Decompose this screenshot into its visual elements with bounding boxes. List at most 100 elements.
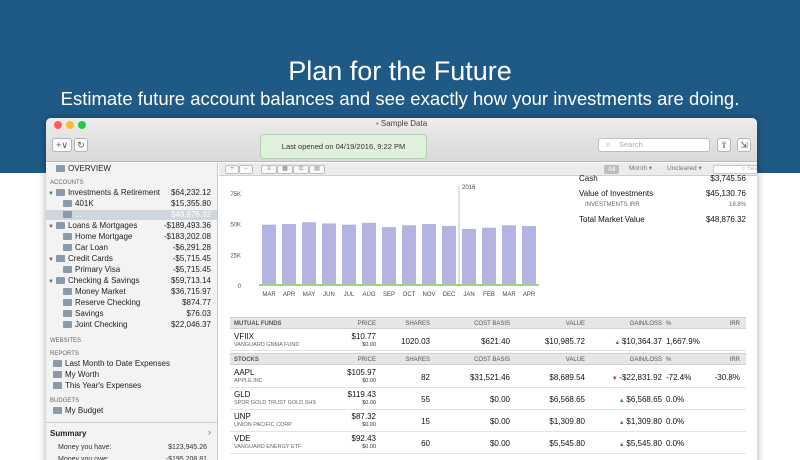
price-change-cell: $0.00 <box>362 400 376 406</box>
period-dropdown[interactable]: Month ▾ <box>629 164 652 172</box>
search-field[interactable]: ⌕ Search <box>598 138 710 152</box>
price-cell: $105.97 <box>347 368 376 377</box>
loss-down-icon: ▼ <box>611 376 620 382</box>
sidebar-item-report[interactable]: My Worth <box>53 370 99 381</box>
x-tick-label: FEB <box>483 292 495 298</box>
split-view-icon[interactable]: ▦ <box>277 165 293 174</box>
sidebar-item-home-mortgage[interactable]: Home Mortgage <box>63 232 132 243</box>
search-placeholder: Search <box>619 140 643 149</box>
price-change-cell: $0.00 <box>362 444 376 450</box>
minimize-window-button[interactable] <box>66 121 74 129</box>
sidebar-item-report[interactable]: Last Month to Date Expenses <box>53 359 170 370</box>
row-divider <box>230 409 746 410</box>
sidebar-item-report[interactable]: This Year's Expenses <box>53 381 141 392</box>
account-label: ... <box>75 210 82 219</box>
sidebar-item-budget[interactable]: My Budget <box>53 406 103 417</box>
sidebar-item-savings[interactable]: Savings <box>63 309 103 320</box>
chart-bar <box>382 227 396 286</box>
sidebar-item-401k[interactable]: 401K <box>63 199 94 210</box>
add-transaction-button[interactable]: + <box>225 165 239 174</box>
cost-basis-cell: $0.00 <box>490 439 510 448</box>
cash-label: Cash <box>579 174 598 183</box>
account-label: Joint Checking <box>75 320 128 329</box>
price: $87.32 <box>351 412 376 421</box>
col-pct: % <box>666 320 672 327</box>
money-have-label: Money you have: <box>58 444 112 451</box>
selected-row-highlight <box>46 210 217 220</box>
y-tick-label: 75K <box>230 192 241 198</box>
chart-bar <box>522 226 536 286</box>
price: $10.77 <box>351 332 376 341</box>
price: $92.43 <box>351 434 376 443</box>
account-label: Primary Visa <box>75 265 121 274</box>
budgets-header: BUDGETS <box>50 398 80 404</box>
price-cell: $92.43 <box>352 434 376 443</box>
remove-transaction-button[interactable]: − <box>239 165 253 174</box>
account-label: Checking & Savings <box>67 276 140 285</box>
sidebar-item-primary-visa[interactable]: Primary Visa <box>63 265 120 276</box>
chart-bar <box>442 225 456 286</box>
refresh-icon[interactable]: ↻ <box>74 138 88 152</box>
chart-bar <box>482 227 496 286</box>
money-have-value: $123,945.26 <box>168 444 207 451</box>
account-label: Investments & Retirement <box>67 188 160 197</box>
filter-all-button[interactable]: All <box>604 165 620 174</box>
col-irr: IRR <box>729 320 740 327</box>
value-cell: $5,545.80 <box>549 439 585 448</box>
irr-cell: -30.8% <box>715 373 740 382</box>
x-tick-label: OCT <box>403 292 416 298</box>
add-button[interactable]: +∨ <box>52 138 72 152</box>
symbol-cell: VFIIX <box>234 332 254 341</box>
sidebar-item-checking-savings[interactable]: ▼ Checking & Savings <box>48 276 140 287</box>
sidebar-item-credit-cards[interactable]: ▼ Credit Cards <box>48 254 113 265</box>
calendar-view-icon[interactable]: ▤ <box>309 165 325 174</box>
content-toolbar: + − ≡ ▦ ⚖ ▤ All Month ▾ Uncleared ▾ ⌕ Se… <box>219 163 757 176</box>
balance-view-icon[interactable]: ⚖ <box>293 165 309 174</box>
chevron-right-icon[interactable]: › <box>208 427 211 437</box>
chart-bar <box>362 222 376 286</box>
piggy-bank-icon <box>63 310 72 317</box>
col-value: VALUE <box>565 356 585 363</box>
col-name: STOCKS <box>234 356 259 363</box>
chart-bar <box>262 224 276 286</box>
summary-panel: Summary › Money you have: $123,945.26 Mo… <box>46 422 217 460</box>
account-label: Savings <box>75 309 104 318</box>
register-view-icon[interactable]: ≡ <box>261 165 277 174</box>
share-icon[interactable]: ⇲ <box>737 138 751 152</box>
folder-icon <box>55 222 65 229</box>
sidebar-item-brokerage[interactable]: ... <box>63 210 82 221</box>
titlebar: ▪ Sample Data +∨ ↻ Last opened on 04/19/… <box>46 118 757 162</box>
sidebar: OVERVIEW ACCOUNTS ▼ Investments & Retirem… <box>46 163 218 460</box>
sidebar-item-reserve-checking[interactable]: Reserve Checking <box>63 298 140 309</box>
car-icon <box>63 244 72 251</box>
content-search-field[interactable]: ⌕ Search <box>713 165 757 174</box>
sidebar-item-overview[interactable]: OVERVIEW <box>56 164 111 175</box>
bank-icon <box>63 211 72 218</box>
account-amount: $59,713.14 <box>170 276 211 285</box>
security-name: UNION PACIFIC CORP <box>234 422 292 428</box>
gain-loss: $5,545.80 <box>626 439 662 448</box>
sidebar-item-investments[interactable]: ▼ Investments & Retirement <box>48 188 160 199</box>
cleared-dropdown[interactable]: Uncleared ▾ <box>667 164 702 172</box>
col-name: MUTUAL FUNDS <box>234 320 282 327</box>
col-shares: SHARES <box>405 320 430 327</box>
document-icon: ▪ <box>375 119 379 128</box>
zoom-window-button[interactable] <box>78 121 86 129</box>
total-value: $48,876.32 <box>705 215 746 224</box>
chart-baseline <box>259 284 539 286</box>
close-window-button[interactable] <box>54 121 62 129</box>
window-title-text: Sample Data <box>380 119 428 128</box>
sidebar-item-joint-checking[interactable]: Joint Checking <box>63 320 127 331</box>
balance-chart: 0 25K 50K 75K MAR APR MAY JUN JUL AUG SEP OCT NOV DEC… <box>230 185 539 298</box>
sidebar-item-money-market[interactable]: Money Market <box>63 287 126 298</box>
col-value: VALUE <box>565 320 585 327</box>
col-pct: % <box>666 356 672 363</box>
sidebar-item-car-loan[interactable]: Car Loan <box>63 243 108 254</box>
export-icon[interactable]: ⇪ <box>717 138 731 152</box>
sidebar-item-loans[interactable]: ▼ Loans & Mortgages <box>48 221 137 232</box>
gain-up-icon: ▲ <box>614 340 622 346</box>
price-cell: $10.77 <box>352 332 376 341</box>
price-change: $0.00 <box>362 378 376 384</box>
account-amount: $15,355.80 <box>170 199 211 208</box>
account-amount: -$5,715.45 <box>172 265 211 274</box>
